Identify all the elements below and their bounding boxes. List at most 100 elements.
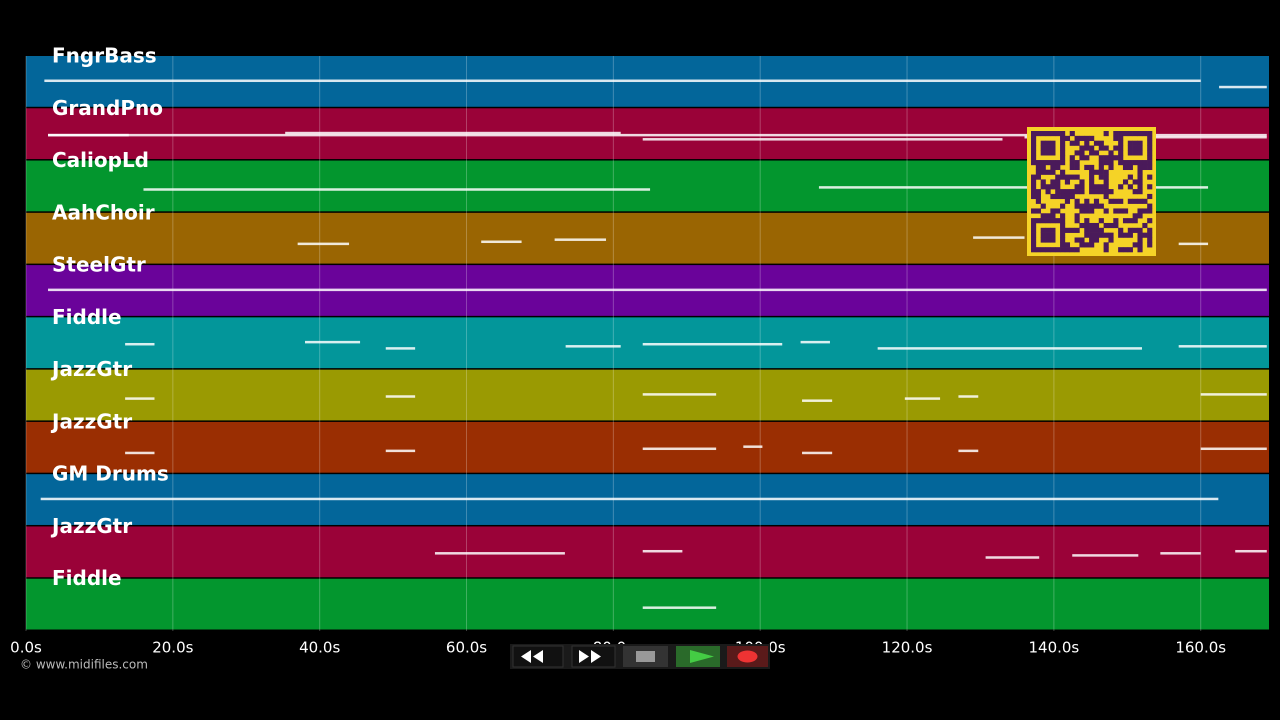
qr-cell [1050, 218, 1056, 224]
qr-cell [1060, 222, 1066, 229]
qr-cell [1093, 203, 1100, 209]
qr-cell [1031, 218, 1037, 224]
qr-cell [1089, 189, 1095, 195]
qr-cell [1064, 227, 1071, 233]
qr-cell [1122, 164, 1129, 171]
qr-cell [1050, 184, 1056, 190]
qr-cell [1093, 189, 1100, 195]
qr-cell [1118, 247, 1124, 253]
qr-cell [1142, 208, 1148, 214]
track-row [26, 578, 1269, 630]
qr-cell [1127, 160, 1133, 166]
qr-cell [1064, 247, 1071, 253]
qr-cell [1147, 193, 1153, 200]
qr-cell [1074, 213, 1080, 219]
x-tick-label: 40.0s [299, 639, 340, 657]
qr-cell [1127, 218, 1133, 224]
qr-cell [1132, 213, 1138, 219]
qr-cell [1055, 193, 1061, 200]
qr-cell [1098, 160, 1104, 166]
qr-cell [1079, 189, 1085, 195]
qr-cell [1137, 179, 1143, 185]
qr-cell [1093, 184, 1100, 190]
qr-cell [1050, 140, 1056, 146]
qr-cell [1108, 164, 1114, 171]
qr-cell [1060, 145, 1066, 151]
qr-cell [1137, 237, 1143, 243]
qr-cell [1035, 218, 1041, 224]
forward-button[interactable] [571, 645, 616, 668]
qr-cell [1147, 227, 1153, 233]
qr-cell [1040, 150, 1046, 156]
qr-cell [1045, 160, 1051, 166]
icon [737, 650, 758, 663]
qr-cell [1113, 155, 1119, 161]
note [48, 133, 1267, 137]
qr-cell [1045, 237, 1051, 243]
qr-cell [1147, 237, 1153, 243]
rewind-button[interactable] [512, 645, 564, 668]
qr-cell [1147, 150, 1153, 156]
qr-cell [1055, 164, 1061, 171]
qr-cell [1031, 242, 1037, 248]
qr-cell [1031, 179, 1037, 185]
qr-cell [1045, 145, 1051, 151]
qr-cell [1098, 174, 1104, 180]
note [297, 242, 350, 246]
qr-cell [1040, 227, 1046, 233]
qr-cell [1089, 179, 1095, 185]
qr-cell [1060, 150, 1066, 156]
qr-cell [1132, 218, 1138, 224]
qr-cell [1069, 174, 1075, 180]
qr-cell [1089, 145, 1095, 151]
qr-cell [1127, 198, 1133, 204]
qr-cell [1089, 184, 1095, 190]
qr-cell [1147, 155, 1153, 161]
qr-cell [1137, 213, 1143, 219]
qr-cell [1040, 131, 1046, 137]
qr-cell [1069, 131, 1075, 137]
qr-cell [1137, 174, 1143, 180]
qr-cell [1064, 189, 1071, 195]
qr-cell [1103, 232, 1109, 238]
qr-cell [1108, 222, 1114, 229]
qr-cell [1040, 213, 1046, 219]
qr-cell [1064, 242, 1071, 248]
qr-cell [1147, 242, 1153, 248]
qr-cell [1118, 198, 1124, 204]
qr-cell [1055, 218, 1061, 224]
qr-cell [1035, 208, 1041, 214]
qr-cell [1147, 145, 1153, 151]
qr-cell [1118, 184, 1124, 190]
note [44, 79, 1201, 83]
qr-cell [1142, 160, 1148, 166]
record-button[interactable] [727, 646, 768, 667]
qr-cell [1084, 203, 1090, 209]
play-button[interactable] [676, 646, 720, 667]
track-name: JazzGtr [50, 409, 132, 433]
qr-cell [1132, 242, 1138, 248]
note [434, 552, 565, 555]
qr-cell [1118, 155, 1124, 161]
qr-cell [1098, 140, 1104, 146]
qr-cell [1069, 160, 1075, 166]
qr-cell [1103, 174, 1109, 180]
stop-button[interactable] [623, 646, 668, 667]
note [1200, 393, 1267, 396]
qr-cell [1031, 193, 1037, 200]
qr-cell [1147, 218, 1153, 224]
qr-cell [1045, 150, 1051, 156]
qr-cell [1113, 218, 1119, 224]
qr-cell [1040, 247, 1046, 253]
qr-cell [1045, 184, 1051, 190]
note [565, 345, 621, 348]
note [642, 342, 783, 346]
qr-cell [1084, 227, 1090, 233]
qr-cell [1064, 193, 1071, 200]
icon [636, 651, 655, 662]
qr-cell [1050, 169, 1056, 175]
qr-cell [1060, 174, 1066, 180]
qr-cell [1132, 150, 1138, 156]
qr-cell [1050, 237, 1056, 243]
note [481, 240, 522, 244]
